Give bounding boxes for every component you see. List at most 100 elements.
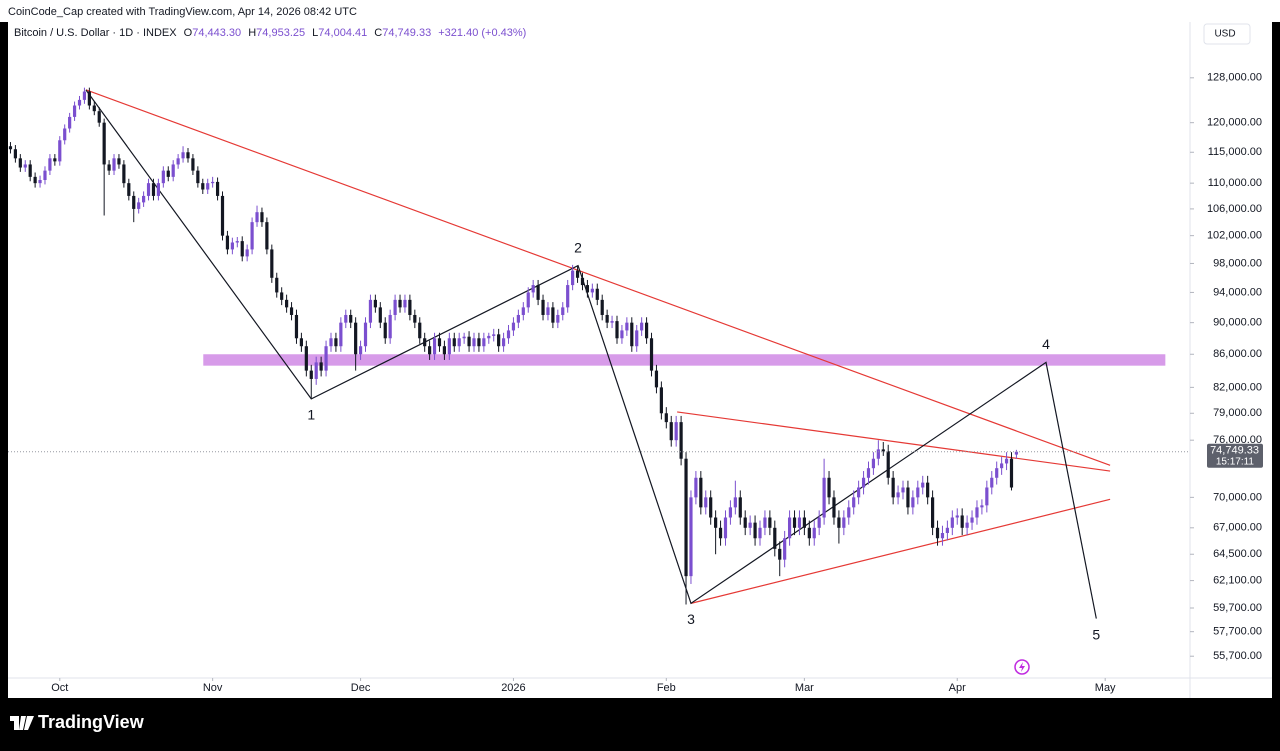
candle-body: [176, 158, 180, 165]
candle-body: [723, 517, 728, 539]
legend-value: 74,953.25: [256, 27, 305, 39]
candle-body: [97, 111, 101, 123]
candle-body: [270, 249, 274, 278]
candle-body: [561, 307, 565, 315]
candle-body: [531, 285, 535, 293]
y-tick-label: 102,000.00: [1207, 230, 1262, 242]
candle-body: [516, 314, 520, 323]
y-tick-label: 64,500.00: [1213, 548, 1262, 560]
candle-body: [181, 152, 185, 159]
candle-body: [156, 183, 161, 196]
candle-body: [230, 242, 234, 250]
candle-body: [669, 422, 673, 441]
candle-body: [857, 487, 861, 498]
candle-body: [600, 299, 604, 315]
candle-body: [437, 338, 442, 347]
candle-body: [265, 222, 269, 250]
candle-body: [77, 99, 82, 106]
x-tick-label: Apr: [949, 682, 966, 694]
candle-body: [753, 522, 757, 539]
candle-body: [842, 517, 846, 528]
candle-body: [137, 202, 141, 209]
candle-body: [935, 527, 940, 539]
x-tick-label: Oct: [51, 682, 68, 694]
candle-body: [87, 91, 91, 106]
legend-value: 74,004.41: [318, 27, 367, 39]
candle-body: [43, 170, 47, 181]
candle-body: [161, 170, 165, 184]
candle-body: [428, 346, 432, 355]
candle-body: [72, 105, 77, 117]
candle-body: [28, 164, 32, 177]
candle-body: [107, 164, 111, 171]
candle-body: [714, 517, 718, 528]
candle-body: [240, 241, 244, 257]
y-tick-label: 128,000.00: [1207, 72, 1262, 84]
wave-label: 5: [1092, 626, 1100, 642]
candle-body: [53, 158, 57, 162]
candle-body: [117, 158, 121, 165]
candle-body: [511, 322, 516, 331]
candle-body: [812, 527, 816, 539]
candle-body: [146, 183, 151, 196]
resistance-zone: [203, 354, 1166, 366]
candle-body: [847, 507, 851, 518]
candle-body: [319, 362, 323, 371]
candle-body: [8, 146, 13, 150]
candle-body: [492, 334, 496, 336]
currency[interactable]: USD: [1214, 29, 1235, 40]
candle-body: [709, 497, 713, 518]
candle-body: [580, 277, 585, 286]
candle-body: [605, 314, 609, 323]
candle-body: [196, 170, 200, 184]
candle-body: [965, 522, 969, 528]
candle-body: [556, 314, 560, 323]
y-tick-label: 82,000.00: [1213, 381, 1262, 393]
candle-body: [432, 338, 437, 355]
candle-body: [413, 314, 417, 323]
candle-body: [787, 517, 792, 539]
candle-body: [92, 105, 96, 112]
candle-body: [852, 497, 856, 508]
candle-body: [773, 527, 777, 549]
y-tick-label: 106,000.00: [1207, 203, 1262, 215]
candle-body: [255, 212, 259, 223]
candle-body: [876, 449, 880, 459]
wave-label: 4: [1042, 336, 1050, 352]
last-price-box: [1207, 443, 1263, 468]
wave-label: 1: [307, 407, 315, 423]
candle-body: [211, 181, 215, 184]
y-tick-label: 76,000.00: [1213, 434, 1262, 446]
currency-box[interactable]: [1203, 23, 1251, 45]
candle-body: [191, 158, 195, 171]
candle-body: [275, 277, 279, 293]
candle-body: [615, 321, 619, 339]
candle-body: [132, 195, 136, 209]
candle-body: [906, 487, 910, 508]
legend-key: C: [374, 27, 382, 39]
candle-body: [975, 507, 979, 518]
candle-body: [649, 338, 654, 371]
candle-body: [827, 477, 831, 498]
candle-body: [68, 116, 72, 129]
candle-body: [664, 413, 668, 423]
candle-body: [304, 346, 308, 371]
candle-body: [654, 370, 659, 388]
candle-body: [590, 288, 594, 293]
candle-body: [299, 338, 304, 347]
candle-body: [324, 346, 328, 371]
alert-icon[interactable]: [1014, 659, 1030, 675]
candle-body: [881, 449, 885, 452]
candle-body: [837, 517, 841, 528]
candle-body: [778, 548, 782, 560]
candle-body: [689, 497, 693, 577]
candle-body: [990, 477, 994, 488]
candle-body: [142, 195, 146, 203]
change: +321.40 (+0.43%): [438, 27, 526, 39]
y-tick-label: 57,700.00: [1213, 626, 1262, 638]
candle-body: [792, 517, 797, 528]
candle-body: [911, 497, 915, 508]
candle-body: [393, 299, 397, 315]
candle-body: [566, 285, 570, 308]
brand: TradingView: [38, 712, 145, 732]
